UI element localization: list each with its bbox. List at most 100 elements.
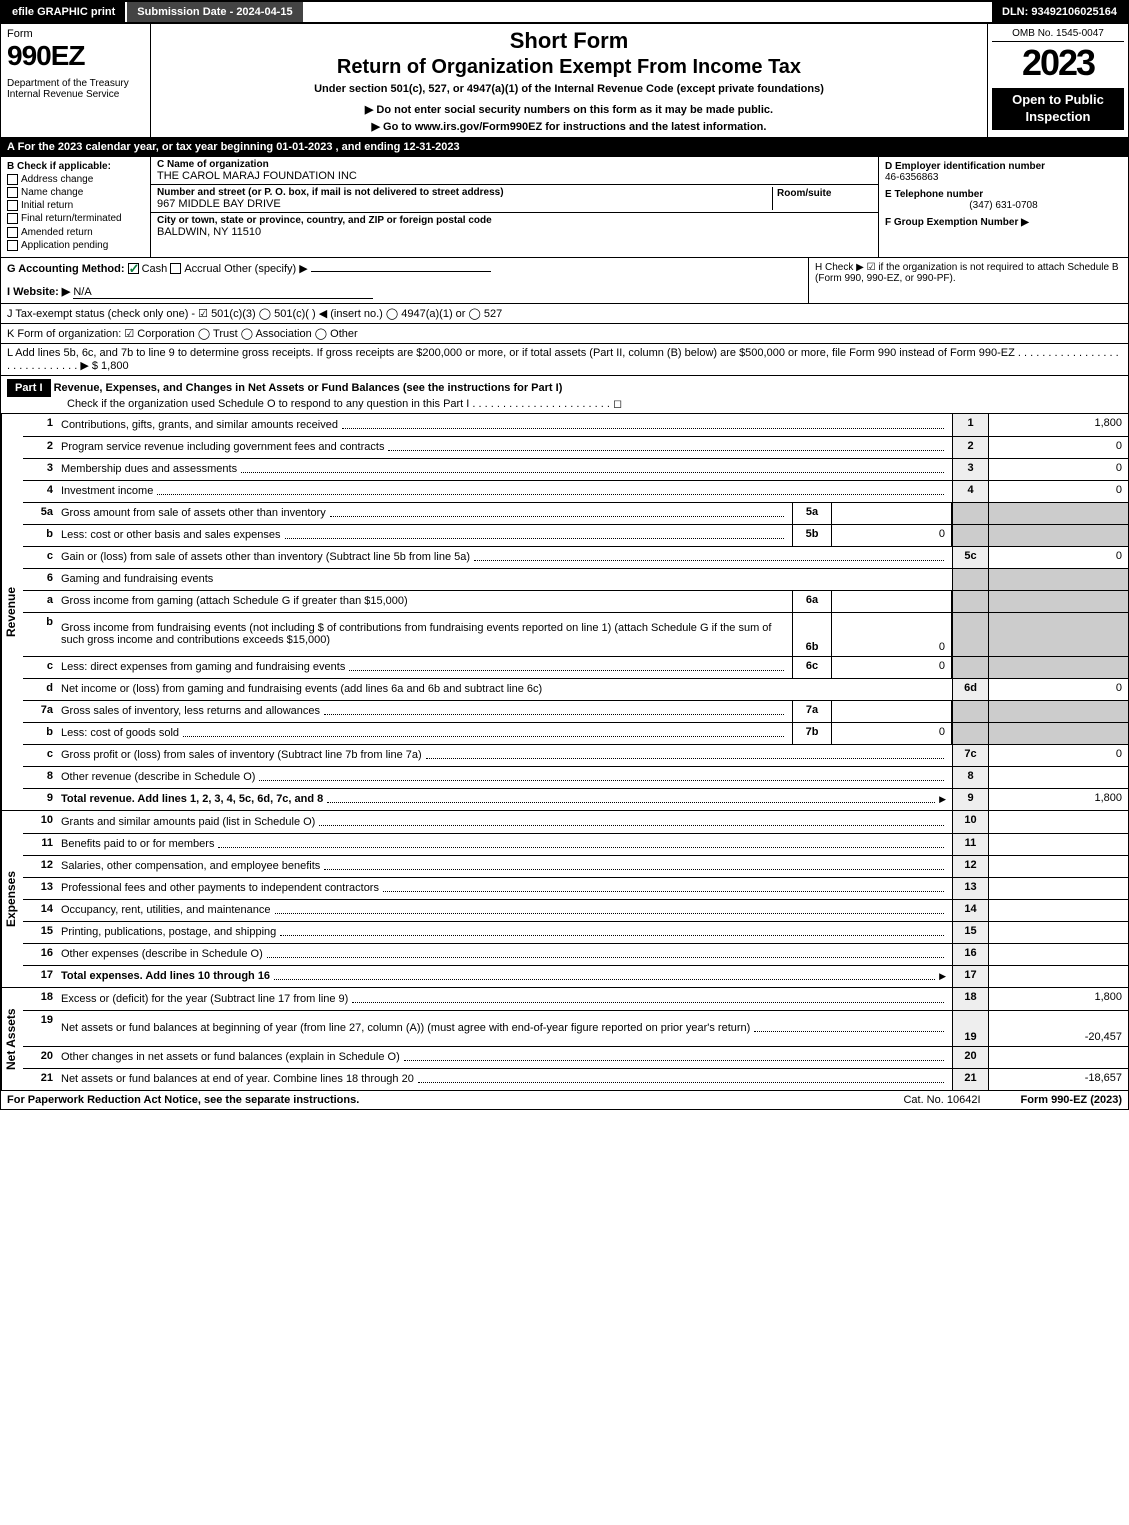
line-6d-value: 0 (988, 679, 1128, 700)
org-name: THE CAROL MARAJ FOUNDATION INC (157, 170, 872, 182)
org-name-label: C Name of organization (157, 159, 872, 170)
box-b-header: B Check if applicable: (7, 161, 144, 172)
header-right: OMB No. 1545-0047 2023 Open to Public In… (988, 24, 1128, 137)
line-l-gross-receipts: L Add lines 5b, 6c, and 7b to line 9 to … (0, 344, 1129, 376)
chk-name-change[interactable]: Name change (7, 187, 144, 198)
line-7b: bLess: cost of goods sold7b0 (23, 722, 1128, 744)
revenue-lines: 1Contributions, gifts, grants, and simil… (23, 414, 1128, 810)
line-6b: bGross income from fundraising events (n… (23, 612, 1128, 656)
box-c-org-info: C Name of organization THE CAROL MARAJ F… (151, 157, 878, 257)
line-21-value: -18,657 (988, 1069, 1128, 1090)
line-9: 9Total revenue. Add lines 1, 2, 3, 4, 5c… (23, 788, 1128, 810)
arrow-icon (939, 793, 948, 805)
tax-year: 2023 (992, 42, 1124, 84)
row-g-h: G Accounting Method: Cash Accrual Other … (0, 258, 1129, 304)
line-9-value: 1,800 (988, 789, 1128, 810)
line-5c: cGain or (loss) from sale of assets othe… (23, 546, 1128, 568)
line-18: 18Excess or (deficit) for the year (Subt… (23, 988, 1128, 1010)
topbar-spacer (303, 2, 992, 22)
submission-date: Submission Date - 2024-04-15 (127, 2, 302, 22)
revenue-side-label: Revenue (1, 414, 23, 810)
line-5a: 5aGross amount from sale of assets other… (23, 502, 1128, 524)
line-5c-value: 0 (988, 547, 1128, 568)
open-to-public-badge: Open to Public Inspection (992, 88, 1124, 130)
paperwork-notice: For Paperwork Reduction Act Notice, see … (7, 1094, 903, 1106)
part-i-badge: Part I (7, 379, 51, 397)
form-id-footer: Form 990-EZ (2023) (1021, 1094, 1122, 1106)
line-3-value: 0 (988, 459, 1128, 480)
line-7c: cGross profit or (loss) from sales of in… (23, 744, 1128, 766)
top-bar: efile GRAPHIC print Submission Date - 20… (0, 0, 1129, 24)
room-label: Room/suite (777, 188, 831, 199)
chk-final-return[interactable]: Final return/terminated (7, 213, 144, 224)
net-assets-section: Net Assets 18Excess or (deficit) for the… (0, 988, 1129, 1091)
line-6: 6Gaming and fundraising events (23, 568, 1128, 590)
chk-application-pending[interactable]: Application pending (7, 240, 144, 251)
line-6d: dNet income or (loss) from gaming and fu… (23, 678, 1128, 700)
line-8: 8Other revenue (describe in Schedule O)8 (23, 766, 1128, 788)
line-2: 2Program service revenue including gover… (23, 436, 1128, 458)
ein-label: D Employer identification number (885, 161, 1045, 172)
chk-initial-return[interactable]: Initial return (7, 200, 144, 211)
chk-cash[interactable] (128, 263, 139, 274)
catalog-number: Cat. No. 10642I (903, 1094, 980, 1106)
group-exemption-label: F Group Exemption Number ▶ (885, 217, 1029, 228)
line-20: 20Other changes in net assets or fund ba… (23, 1046, 1128, 1068)
line-2-value: 0 (988, 437, 1128, 458)
line-19-value: -20,457 (988, 1011, 1128, 1046)
department-label: Department of the Treasury Internal Reve… (7, 78, 144, 100)
line-1-value: 1,800 (988, 414, 1128, 436)
header-center: Short Form Return of Organization Exempt… (151, 24, 988, 137)
header-left: Form 990EZ Department of the Treasury In… (1, 24, 151, 137)
efile-print-button[interactable]: efile GRAPHIC print (2, 2, 127, 22)
chk-accrual[interactable] (170, 263, 181, 274)
line-a-taxyear: A For the 2023 calendar year, or tax yea… (0, 138, 1129, 157)
line-g-accounting: G Accounting Method: Cash Accrual Other … (1, 258, 808, 303)
form-word: Form (7, 28, 144, 40)
part-i-header-row: Part I Revenue, Expenses, and Changes in… (0, 376, 1129, 414)
short-form-label: Short Form (159, 28, 979, 54)
line-19: 19Net assets or fund balances at beginni… (23, 1010, 1128, 1046)
line-6c: cLess: direct expenses from gaming and f… (23, 656, 1128, 678)
omb-number: OMB No. 1545-0047 (992, 28, 1124, 42)
form-title: Return of Organization Exempt From Incom… (159, 56, 979, 79)
expenses-side-label: Expenses (1, 811, 23, 987)
line-14: 14Occupancy, rent, utilities, and mainte… (23, 899, 1128, 921)
line-16: 16Other expenses (describe in Schedule O… (23, 943, 1128, 965)
form-subtitle: Under section 501(c), 527, or 4947(a)(1)… (159, 83, 979, 95)
arrow-icon (939, 970, 948, 982)
dln-label: DLN: 93492106025164 (992, 2, 1127, 22)
box-d-e-f: D Employer identification number46-63568… (878, 157, 1128, 257)
line-1: 1Contributions, gifts, grants, and simil… (23, 414, 1128, 436)
net-assets-side-label: Net Assets (1, 988, 23, 1090)
line-k-form-org: K Form of organization: ☑ Corporation ◯ … (0, 324, 1129, 344)
website-value: N/A (73, 286, 373, 299)
line-15: 15Printing, publications, postage, and s… (23, 921, 1128, 943)
org-address: 967 MIDDLE BAY DRIVE (157, 198, 772, 210)
revenue-section: Revenue 1Contributions, gifts, grants, a… (0, 414, 1129, 811)
form-number: 990EZ (7, 40, 144, 72)
line-j-tax-exempt: J Tax-exempt status (check only one) - ☑… (0, 304, 1129, 324)
line-3: 3Membership dues and assessments30 (23, 458, 1128, 480)
org-city: BALDWIN, NY 11510 (157, 226, 872, 238)
box-b-check-applicable: B Check if applicable: Address change Na… (1, 157, 151, 257)
line-7a: 7aGross sales of inventory, less returns… (23, 700, 1128, 722)
expenses-lines: 10Grants and similar amounts paid (list … (23, 811, 1128, 987)
line-4-value: 0 (988, 481, 1128, 502)
line-21: 21Net assets or fund balances at end of … (23, 1068, 1128, 1090)
instructions-link[interactable]: ▶ Go to www.irs.gov/Form990EZ for instru… (159, 120, 979, 133)
page-footer: For Paperwork Reduction Act Notice, see … (0, 1091, 1129, 1110)
ssn-warning: ▶ Do not enter social security numbers o… (159, 103, 979, 116)
line-11: 11Benefits paid to or for members11 (23, 833, 1128, 855)
line-10: 10Grants and similar amounts paid (list … (23, 811, 1128, 833)
line-4: 4Investment income40 (23, 480, 1128, 502)
part-i-check: Check if the organization used Schedule … (7, 398, 622, 410)
city-label: City or town, state or province, country… (157, 215, 872, 226)
addr-label: Number and street (or P. O. box, if mail… (157, 187, 772, 198)
part-i-title: Revenue, Expenses, and Changes in Net As… (54, 382, 563, 394)
chk-amended-return[interactable]: Amended return (7, 227, 144, 238)
line-6a: aGross income from gaming (attach Schedu… (23, 590, 1128, 612)
website-label: I Website: ▶ (7, 286, 70, 298)
line-h-schedule-b: H Check ▶ ☑ if the organization is not r… (808, 258, 1128, 303)
chk-address-change[interactable]: Address change (7, 174, 144, 185)
